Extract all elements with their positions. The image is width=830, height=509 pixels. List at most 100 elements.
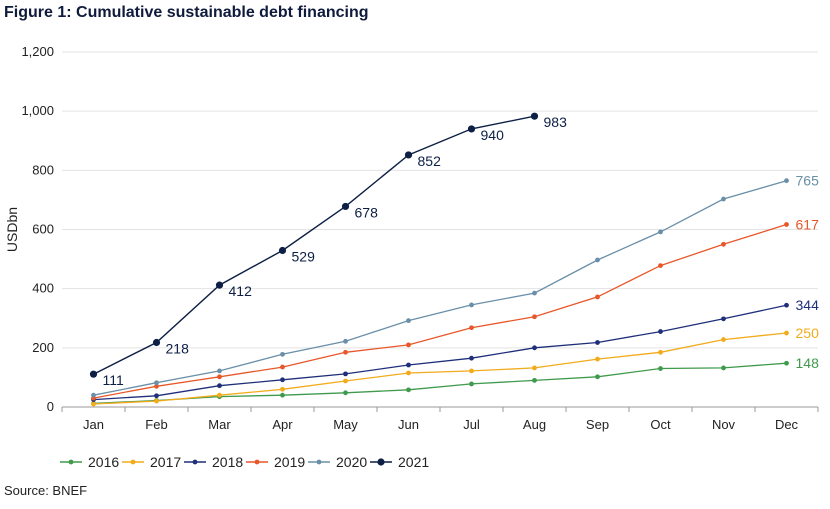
data-point-2016 <box>595 374 600 380</box>
data-point-2020 <box>469 302 474 308</box>
legend-item-2020: 2020 <box>308 454 367 470</box>
series-2017 <box>91 330 789 407</box>
data-point-2017 <box>406 370 411 376</box>
grid-lines <box>62 51 818 349</box>
legend-marker <box>254 459 260 465</box>
data-point-2021 <box>530 112 539 120</box>
data-point-2019 <box>343 349 348 355</box>
data-point-2021 <box>215 281 224 289</box>
data-point-2017 <box>154 398 159 404</box>
data-point-2016 <box>406 387 411 393</box>
data-point-2017 <box>721 337 726 342</box>
data-point-2017 <box>532 365 537 371</box>
legend-marker <box>68 459 74 465</box>
legend-label: 2021 <box>398 454 429 470</box>
data-point-2017 <box>784 330 789 336</box>
series-2016 <box>91 360 789 406</box>
data-point-2017 <box>217 392 222 398</box>
legend-item-2018: 2018 <box>184 454 243 470</box>
data-point-2020 <box>217 368 222 374</box>
legend-label: 2018 <box>212 454 243 470</box>
y-tick-label: 600 <box>32 222 54 237</box>
data-point-2018 <box>658 329 663 334</box>
data-point-2016 <box>343 390 348 396</box>
data-point-2019 <box>658 263 663 268</box>
data-point-2021 <box>404 151 413 159</box>
data-point-2020 <box>595 257 600 263</box>
y-tick-label: 200 <box>32 340 54 355</box>
y-tick-label: 400 <box>32 281 54 296</box>
x-tick-label: Jan <box>83 417 104 432</box>
legend-label: 2020 <box>336 454 367 470</box>
data-point-2018 <box>532 345 537 351</box>
data-point-2020 <box>343 338 348 344</box>
series-line-2019 <box>93 223 787 399</box>
data-label-2021: 983 <box>544 114 568 130</box>
x-tick-label: Dec <box>775 417 799 432</box>
end-label-2018: 344 <box>796 297 820 313</box>
data-point-2017 <box>469 368 474 374</box>
y-tick-label: 0 <box>47 399 54 414</box>
legend-label: 2019 <box>274 454 305 470</box>
series-line-2016 <box>93 362 787 405</box>
legend-marker <box>316 459 322 465</box>
data-point-2017 <box>658 349 663 355</box>
data-point-2016 <box>784 360 789 366</box>
legend-marker <box>192 459 198 465</box>
data-point-2019 <box>784 222 789 227</box>
legend-item-2017: 2017 <box>122 454 181 470</box>
data-point-2018 <box>784 302 789 308</box>
data-point-2016 <box>469 381 474 387</box>
series-2018 <box>91 302 789 403</box>
data-point-2019 <box>406 342 411 348</box>
x-tick-label: Apr <box>272 417 293 432</box>
series-line-2018 <box>93 304 787 401</box>
data-point-2018 <box>217 383 222 389</box>
data-point-2020 <box>532 290 537 296</box>
data-point-2018 <box>280 377 285 383</box>
x-tick-label: May <box>333 417 358 432</box>
data-point-2016 <box>721 365 726 371</box>
data-point-2018 <box>721 316 726 322</box>
data-point-2019 <box>721 241 726 247</box>
data-label-2021: 218 <box>166 341 190 357</box>
legend-marker <box>130 459 136 465</box>
data-point-2020 <box>154 380 159 386</box>
x-tick-label: Jul <box>463 417 480 432</box>
data-point-2018 <box>595 340 600 345</box>
data-point-2016 <box>658 366 663 371</box>
x-tick-label: Nov <box>712 417 736 432</box>
x-tick-label: Sep <box>586 417 609 432</box>
data-point-2017 <box>343 378 348 384</box>
legend: 2016 2017 2018 2019 2020 2021 <box>60 454 429 470</box>
data-point-2020 <box>280 351 285 357</box>
series-2019 <box>91 222 789 401</box>
data-point-2017 <box>280 386 285 392</box>
data-point-2017 <box>91 401 96 407</box>
end-label-2016: 148 <box>796 355 820 371</box>
data-point-2021 <box>152 338 161 347</box>
data-point-2019 <box>469 325 474 331</box>
legend-label: 2016 <box>88 454 119 470</box>
data-point-2019 <box>532 314 537 320</box>
source-note: Source: BNEF <box>4 483 88 498</box>
legend-item-2021: 2021 <box>370 454 429 470</box>
data-point-2019 <box>217 374 222 380</box>
chart-title: Figure 1: Cumulative sustainable debt fi… <box>4 4 369 21</box>
data-point-2019 <box>595 294 600 300</box>
legend-label: 2017 <box>150 454 181 470</box>
end-label-2020: 765 <box>796 173 820 189</box>
data-point-2018 <box>343 371 348 377</box>
data-point-2021 <box>341 202 350 211</box>
end-label-2017: 250 <box>796 325 820 341</box>
data-point-2019 <box>280 364 285 370</box>
data-point-2018 <box>154 393 159 399</box>
data-point-2021 <box>278 246 287 255</box>
data-point-2017 <box>595 356 600 362</box>
data-point-2020 <box>406 318 411 324</box>
data-label-2021: 852 <box>418 153 442 169</box>
end-label-2019: 617 <box>796 216 820 232</box>
x-tick-label: Oct <box>650 417 671 432</box>
data-label-2021: 111 <box>103 372 124 388</box>
